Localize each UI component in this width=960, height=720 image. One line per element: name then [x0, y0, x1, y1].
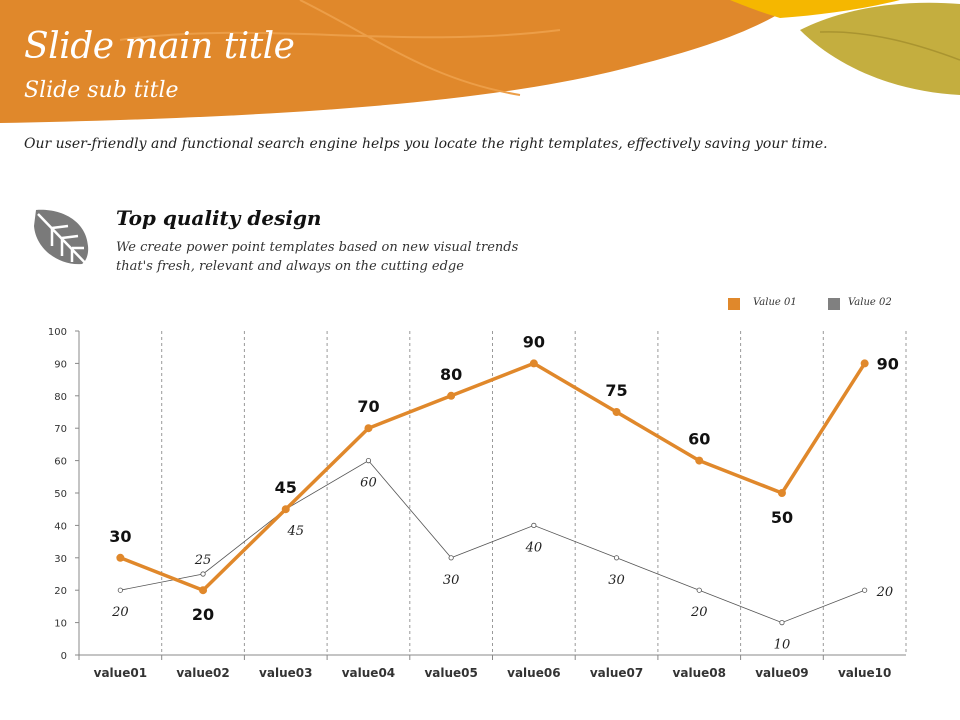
feature-title: Top quality design [116, 206, 322, 230]
data-point-value01 [199, 586, 208, 595]
data-label-value01: 75 [605, 381, 627, 400]
x-tick-label: value03 [259, 666, 312, 680]
y-tick-label: 20 [54, 586, 67, 597]
banner-light-stripe [119, 0, 561, 96]
data-point-value02 [779, 619, 785, 626]
intro-text: Our user-friendly and functional search … [24, 136, 828, 152]
banner-orange-wave [0, 0, 800, 123]
data-point-value02 [200, 571, 206, 577]
y-tick-label: 100 [48, 327, 67, 338]
data-point-value01 [777, 489, 786, 497]
data-point-value02 [448, 555, 454, 561]
data-label-value02: 20 [876, 585, 894, 600]
slide-subtitle: Slide sub title [24, 78, 179, 103]
y-tick-label: 70 [54, 424, 67, 435]
y-tick-label: 80 [54, 392, 67, 403]
series-line-value01 [119, 361, 867, 592]
x-tick-label: value02 [176, 666, 229, 680]
data-point-value02 [862, 587, 868, 593]
y-tick-label: 30 [54, 554, 67, 565]
data-label-value02: 60 [360, 476, 377, 491]
data-label-value02: 10 [774, 638, 791, 653]
y-tick-label: 90 [54, 359, 67, 370]
data-point-value01 [116, 553, 125, 562]
x-tick-label: value05 [424, 666, 477, 680]
data-label-value01: 20 [192, 605, 214, 624]
data-label-value02: 25 [194, 553, 212, 568]
data-label-value02: 20 [690, 605, 708, 620]
legend-label-value02: Value 02 [848, 297, 892, 308]
data-label-value02: 45 [286, 524, 304, 539]
x-tick-label: value08 [673, 666, 726, 680]
feature-text: We create power point templates based on… [116, 240, 519, 274]
data-point-value02 [365, 457, 372, 464]
x-tick-label: value04 [342, 666, 395, 680]
data-label-value02: 20 [111, 605, 129, 620]
banner-yellow-shape [730, 0, 900, 18]
header-banner [0, 0, 960, 123]
legend-swatch-value02 [828, 298, 840, 310]
data-label-value01: 80 [440, 365, 462, 384]
data-point-value02 [117, 587, 123, 593]
data-label-value02: 30 [443, 573, 460, 588]
data-label-value02: 40 [525, 540, 543, 555]
data-label-value01: 90 [877, 354, 899, 373]
y-tick-label: 50 [54, 489, 67, 500]
data-point-value01 [364, 424, 373, 433]
data-label-value01: 70 [357, 397, 379, 416]
banner-olive-vein [819, 31, 960, 61]
data-label-value01: 90 [523, 332, 545, 351]
data-point-value02 [531, 522, 537, 529]
legend-label-value01: Value 01 [753, 297, 797, 308]
data-label-value01: 50 [771, 508, 793, 527]
data-point-value01 [695, 456, 704, 465]
banner-olive-leaf [800, 2, 960, 96]
x-tick-label: value09 [755, 666, 808, 680]
slide-title: Slide main title [24, 26, 295, 67]
y-tick-label: 40 [54, 521, 67, 532]
data-point-value01 [860, 359, 869, 368]
y-tick-label: 10 [54, 619, 67, 630]
data-point-value02 [696, 587, 702, 593]
data-point-value02 [613, 555, 620, 561]
y-tick-label: 60 [54, 457, 67, 468]
data-point-value01 [447, 391, 456, 400]
data-label-value02: 30 [608, 573, 625, 588]
data-point-value01 [281, 505, 290, 514]
x-tick-label: value06 [507, 666, 560, 680]
series-line-value02 [120, 460, 865, 624]
x-tick-label: value01 [94, 666, 147, 680]
data-point-value01 [612, 408, 621, 416]
data-label-value01: 45 [275, 478, 297, 497]
data-label-value01: 30 [109, 527, 131, 546]
data-point-value01 [529, 359, 538, 368]
data-label-value01: 60 [688, 430, 710, 449]
leaf-icon [34, 209, 93, 271]
x-tick-label: value07 [590, 666, 643, 680]
y-tick-label: 0 [61, 651, 67, 662]
legend-swatch-value01 [728, 298, 740, 310]
x-tick-label: value10 [838, 666, 891, 680]
